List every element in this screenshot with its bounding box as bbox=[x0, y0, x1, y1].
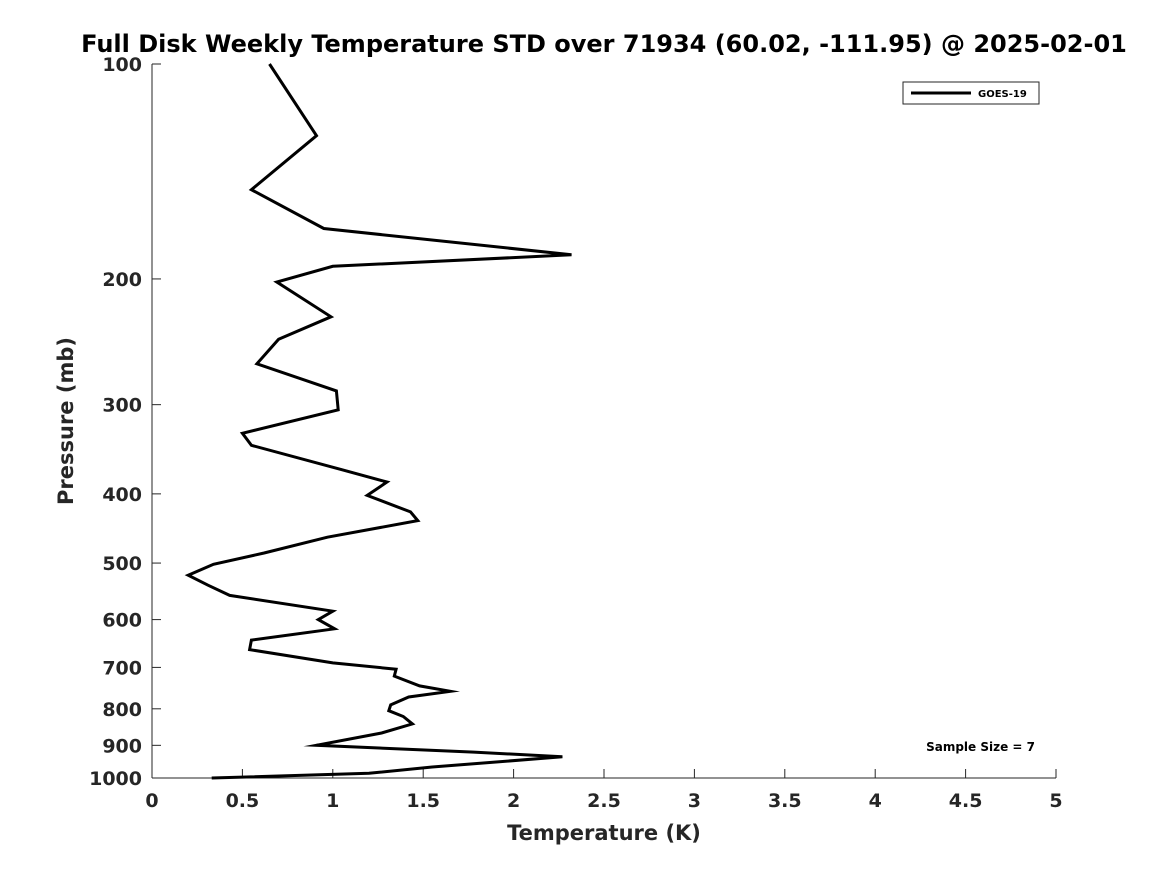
x-tick-label: 2 bbox=[507, 790, 520, 812]
x-tick-label: 5 bbox=[1049, 790, 1062, 812]
x-tick-label: 3 bbox=[688, 790, 701, 812]
x-tick-label: 0.5 bbox=[226, 790, 260, 812]
y-tick-label: 600 bbox=[102, 610, 142, 632]
x-tick-label: 0 bbox=[145, 790, 158, 812]
legend: GOES-19 bbox=[902, 81, 1040, 105]
x-axis-label: Temperature (K) bbox=[507, 821, 701, 845]
x-tick-label: 3.5 bbox=[768, 790, 802, 812]
x-tick-label: 4 bbox=[869, 790, 882, 812]
legend-label-goes-19: GOES-19 bbox=[978, 89, 1027, 100]
x-ticks: 0 0.5 1 1.5 2 2.5 3 3.5 4 4.5 5 bbox=[145, 769, 1063, 812]
x-tick-label: 1 bbox=[326, 790, 339, 812]
x-tick-label: 2.5 bbox=[587, 790, 621, 812]
series-line-goes-19 bbox=[184, 63, 572, 780]
y-tick-label: 1000 bbox=[89, 768, 142, 790]
sample-size-annotation: Sample Size = 7 bbox=[926, 740, 1035, 754]
y-tick-label: 700 bbox=[102, 657, 142, 679]
y-tick-label: 100 bbox=[102, 54, 142, 76]
series-group bbox=[184, 63, 572, 780]
x-tick-label: 4.5 bbox=[949, 790, 983, 812]
y-ticks: 100 200 300 400 500 600 700 800 900 1000 bbox=[89, 54, 161, 790]
y-tick-label: 900 bbox=[102, 735, 142, 757]
y-tick-label: 300 bbox=[102, 395, 142, 417]
y-tick-label: 400 bbox=[102, 484, 142, 506]
chart-title: Full Disk Weekly Temperature STD over 71… bbox=[81, 30, 1127, 58]
y-tick-label: 500 bbox=[102, 553, 142, 575]
x-tick-label: 1.5 bbox=[406, 790, 440, 812]
y-axis-label: Pressure (mb) bbox=[54, 337, 78, 505]
y-tick-label: 800 bbox=[102, 699, 142, 721]
y-tick-label: 200 bbox=[102, 269, 142, 291]
